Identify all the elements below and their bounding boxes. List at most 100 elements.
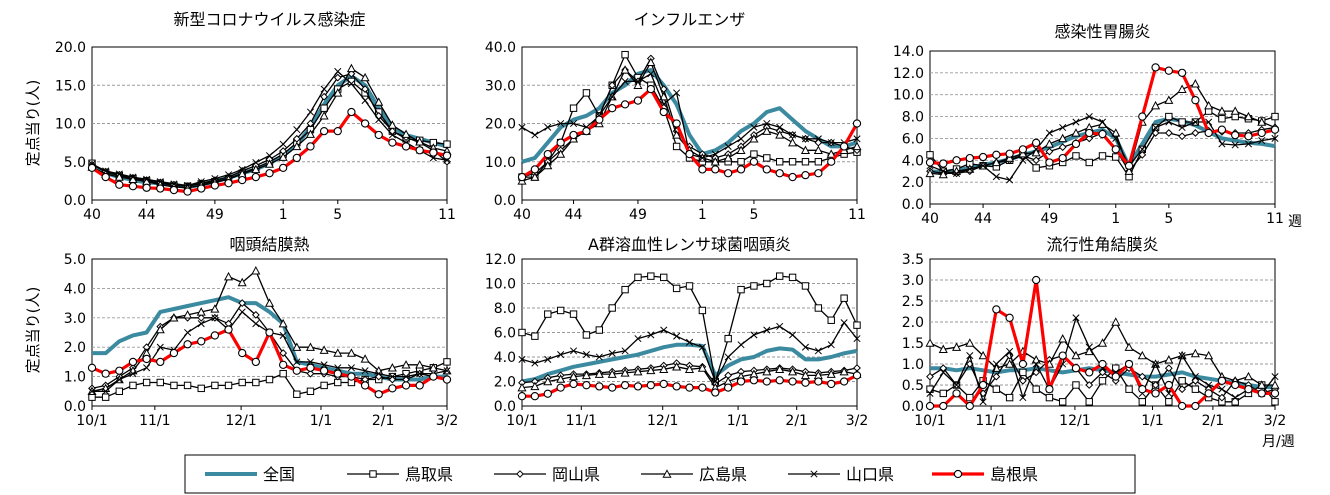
data-point: [210, 181, 220, 190]
legend-marker: [369, 470, 377, 478]
data-point: [1111, 317, 1121, 326]
data-point: [1204, 100, 1214, 110]
y-tick-label: 5.0: [64, 252, 86, 268]
series-hiroshima: [517, 362, 862, 392]
data-point: [569, 379, 578, 389]
x-tick-label: 2/1: [1202, 413, 1225, 429]
data-point: [926, 151, 934, 159]
data-point: [672, 382, 681, 391]
data-point: [1045, 129, 1053, 137]
data-point: [776, 322, 784, 330]
x-tick-label: 40: [513, 207, 531, 223]
data-point: [1044, 139, 1054, 148]
data-point: [1137, 350, 1147, 360]
x-tick-label: 5: [749, 207, 758, 223]
data-point: [647, 331, 655, 339]
y-tick-label: 0.0: [64, 193, 86, 209]
y-tick-label: 0.0: [902, 399, 924, 415]
data-point: [814, 135, 822, 143]
y-tick-label: 40.0: [485, 40, 516, 56]
data-point: [443, 367, 451, 375]
y-tick-label: 0.0: [494, 193, 516, 209]
data-point: [1164, 364, 1173, 373]
data-point: [1151, 100, 1161, 110]
data-point: [581, 370, 591, 380]
data-point: [1151, 389, 1160, 398]
data-point: [800, 145, 810, 154]
data-point: [334, 364, 342, 372]
data-point: [129, 381, 137, 390]
data-point: [1138, 150, 1147, 159]
chart-title: 感染性胃腸炎: [1054, 22, 1150, 41]
data-point: [1112, 364, 1120, 372]
data-point: [224, 179, 233, 188]
data-point: [925, 158, 935, 167]
data-point: [1177, 84, 1187, 93]
data-point: [442, 375, 452, 384]
x-tick-label: 1: [698, 207, 707, 223]
data-point: [939, 389, 947, 398]
data-point: [1217, 125, 1227, 134]
data-point: [1271, 134, 1279, 142]
data-point: [1191, 129, 1200, 137]
data-point: [170, 381, 178, 390]
data-point: [634, 335, 642, 343]
data-point: [388, 131, 396, 139]
data-point: [334, 67, 342, 76]
data-point: [634, 77, 642, 85]
data-point: [1178, 352, 1186, 360]
data-point: [608, 383, 617, 392]
data-point: [1058, 133, 1068, 143]
data-point: [518, 355, 526, 364]
data-point: [647, 70, 655, 78]
y-tick-label: 1.5: [902, 336, 924, 352]
data-point: [1243, 111, 1253, 121]
data-point: [156, 378, 164, 387]
data-point: [979, 162, 987, 170]
data-point: [306, 369, 315, 378]
data-point: [1270, 125, 1280, 134]
data-point: [401, 142, 411, 151]
data-point: [939, 364, 948, 373]
data-point: [1112, 153, 1120, 161]
data-point: [827, 316, 835, 324]
data-point: [442, 151, 452, 160]
data-point: [1177, 401, 1187, 411]
data-point: [1098, 359, 1107, 369]
data-point: [736, 145, 746, 154]
data-point: [143, 175, 151, 183]
data-point: [978, 350, 988, 360]
legend-label: 山口県: [846, 465, 894, 484]
data-point: [607, 369, 617, 378]
data-point: [518, 328, 526, 337]
data-point: [711, 150, 719, 158]
data-point: [775, 169, 784, 178]
data-point: [401, 129, 411, 138]
data-point: [1045, 147, 1054, 156]
data-point: [724, 169, 733, 178]
data-point: [659, 107, 668, 117]
data-point: [762, 126, 772, 135]
data-point: [387, 363, 397, 372]
x-tick-label: 1/1: [310, 413, 333, 429]
data-point: [595, 326, 604, 334]
data-point: [724, 334, 732, 343]
data-point: [251, 310, 260, 319]
data-point: [621, 77, 629, 85]
data-point: [814, 347, 822, 355]
data-point: [319, 345, 329, 354]
data-point: [530, 392, 540, 401]
data-point: [1058, 153, 1067, 163]
data-point: [763, 119, 771, 128]
data-point: [569, 130, 578, 140]
data-point: [238, 165, 246, 173]
data-point: [1258, 137, 1266, 145]
data-point: [1164, 129, 1173, 137]
data-point: [965, 153, 974, 163]
data-point: [415, 137, 425, 146]
data-point: [840, 294, 848, 302]
data-point: [1006, 176, 1014, 184]
y-tick-label: 5.0: [64, 155, 86, 171]
series-line: [521, 342, 858, 384]
data-point: [1098, 368, 1107, 377]
